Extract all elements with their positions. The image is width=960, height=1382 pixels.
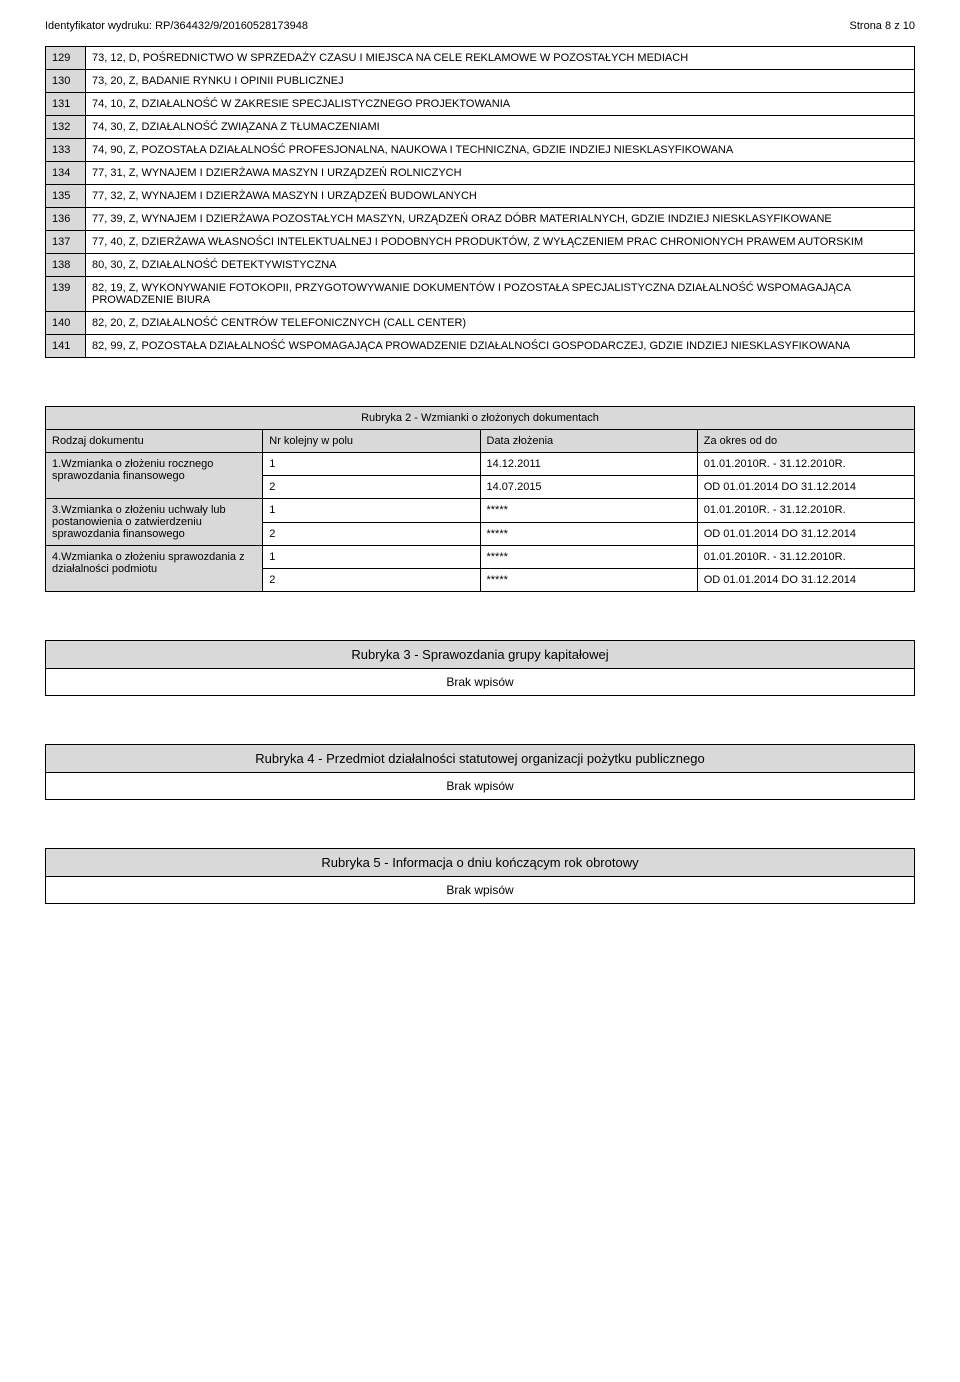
activity-number: 141 xyxy=(46,335,86,358)
activity-row: 13577, 32, Z, WYNAJEM I DZIERŻAWA MASZYN… xyxy=(46,185,915,208)
rubryka2-row: 1.Wzmianka o złożeniu rocznego sprawozda… xyxy=(46,453,915,476)
activity-row: 12973, 12, D, POŚREDNICTWO W SPRZEDAŻY C… xyxy=(46,47,915,70)
rubryka2-title: Rubryka 2 - Wzmianki o złożonych dokumen… xyxy=(46,407,915,430)
activity-number: 135 xyxy=(46,185,86,208)
rubryka2-nr: 1 xyxy=(263,453,480,476)
activity-text: 82, 99, Z, POZOSTAŁA DZIAŁALNOŚĆ WSPOMAG… xyxy=(86,335,915,358)
activity-text: 77, 39, Z, WYNAJEM I DZIERŻAWA POZOSTAŁY… xyxy=(86,208,915,231)
activity-text: 73, 20, Z, BADANIE RYNKU I OPINII PUBLIC… xyxy=(86,70,915,93)
activity-row: 13073, 20, Z, BADANIE RYNKU I OPINII PUB… xyxy=(46,70,915,93)
rubryka2-period: 01.01.2010R. - 31.12.2010R. xyxy=(697,546,914,569)
page-number: Strona 8 z 10 xyxy=(850,20,915,32)
activity-number: 137 xyxy=(46,231,86,254)
activity-row: 13477, 31, Z, WYNAJEM I DZIERŻAWA MASZYN… xyxy=(46,162,915,185)
rubryka2-date: ***** xyxy=(480,546,697,569)
rubryka2-group-label: 3.Wzmianka o złożeniu uchwały lub postan… xyxy=(46,499,263,546)
rubryka2-col3-header: Data złożenia xyxy=(480,430,697,453)
rubryka2-nr: 1 xyxy=(263,499,480,523)
activity-number: 133 xyxy=(46,139,86,162)
activity-number: 140 xyxy=(46,312,86,335)
rubryka2-col2-header: Nr kolejny w polu xyxy=(263,430,480,453)
activity-text: 74, 90, Z, POZOSTAŁA DZIAŁALNOŚĆ PROFESJ… xyxy=(86,139,915,162)
rubryka2-date: 14.12.2011 xyxy=(480,453,697,476)
activity-row: 13880, 30, Z, DZIAŁALNOŚĆ DETEKTYWISTYCZ… xyxy=(46,254,915,277)
rubryka2-period: OD 01.01.2014 DO 31.12.2014 xyxy=(697,569,914,592)
rubryka4-empty: Brak wpisów xyxy=(45,773,915,800)
activity-number: 130 xyxy=(46,70,86,93)
activity-text: 77, 32, Z, WYNAJEM I DZIERŻAWA MASZYN I … xyxy=(86,185,915,208)
print-id-value: RP/364432/9/20160528173948 xyxy=(155,20,308,32)
rubryka2-date: ***** xyxy=(480,569,697,592)
rubryka2-period: OD 01.01.2014 DO 31.12.2014 xyxy=(697,522,914,546)
rubryka2-table: Rubryka 2 - Wzmianki o złożonych dokumen… xyxy=(45,406,915,592)
page: Identyfikator wydruku: RP/364432/9/20160… xyxy=(0,0,960,944)
activity-row: 14082, 20, Z, DZIAŁALNOŚĆ CENTRÓW TELEFO… xyxy=(46,312,915,335)
rubryka2-nr: 2 xyxy=(263,522,480,546)
activities-table: 12973, 12, D, POŚREDNICTWO W SPRZEDAŻY C… xyxy=(45,46,915,358)
print-id: Identyfikator wydruku: RP/364432/9/20160… xyxy=(45,20,308,32)
page-header: Identyfikator wydruku: RP/364432/9/20160… xyxy=(45,20,915,32)
rubryka2-group-label: 1.Wzmianka o złożeniu rocznego sprawozda… xyxy=(46,453,263,499)
rubryka2-col1-header: Rodzaj dokumentu xyxy=(46,430,263,453)
rubryka5-title: Rubryka 5 - Informacja o dniu kończącym … xyxy=(45,848,915,877)
activity-text: 82, 19, Z, WYKONYWANIE FOTOKOPII, PRZYGO… xyxy=(86,277,915,312)
activity-number: 139 xyxy=(46,277,86,312)
activity-number: 129 xyxy=(46,47,86,70)
rubryka2-date: ***** xyxy=(480,499,697,523)
activity-text: 77, 31, Z, WYNAJEM I DZIERŻAWA MASZYN I … xyxy=(86,162,915,185)
activity-number: 131 xyxy=(46,93,86,116)
rubryka2-group-label: 4.Wzmianka o złożeniu sprawozdania z dzi… xyxy=(46,546,263,592)
activity-number: 134 xyxy=(46,162,86,185)
rubryka5-empty: Brak wpisów xyxy=(45,877,915,904)
activity-row: 13982, 19, Z, WYKONYWANIE FOTOKOPII, PRZ… xyxy=(46,277,915,312)
activity-number: 132 xyxy=(46,116,86,139)
print-id-label: Identyfikator wydruku: xyxy=(45,20,152,32)
activity-text: 82, 20, Z, DZIAŁALNOŚĆ CENTRÓW TELEFONIC… xyxy=(86,312,915,335)
activity-text: 74, 10, Z, DZIAŁALNOŚĆ W ZAKRESIE SPECJA… xyxy=(86,93,915,116)
activity-row: 13274, 30, Z, DZIAŁALNOŚĆ ZWIĄZANA Z TŁU… xyxy=(46,116,915,139)
rubryka2-col4-header: Za okres od do xyxy=(697,430,914,453)
rubryka2-period: OD 01.01.2014 DO 31.12.2014 xyxy=(697,476,914,499)
rubryka2-nr: 1 xyxy=(263,546,480,569)
activity-text: 73, 12, D, POŚREDNICTWO W SPRZEDAŻY CZAS… xyxy=(86,47,915,70)
rubryka2-row: 4.Wzmianka o złożeniu sprawozdania z dzi… xyxy=(46,546,915,569)
rubryka2-row: 3.Wzmianka o złożeniu uchwały lub postan… xyxy=(46,499,915,523)
rubryka2-date: ***** xyxy=(480,522,697,546)
activity-number: 136 xyxy=(46,208,86,231)
rubryka2-nr: 2 xyxy=(263,476,480,499)
rubryka2-nr: 2 xyxy=(263,569,480,592)
rubryka3-title: Rubryka 3 - Sprawozdania grupy kapitałow… xyxy=(45,640,915,669)
activity-row: 13374, 90, Z, POZOSTAŁA DZIAŁALNOŚĆ PROF… xyxy=(46,139,915,162)
activity-row: 13777, 40, Z, DZIERŻAWA WŁASNOŚCI INTELE… xyxy=(46,231,915,254)
rubryka4-title: Rubryka 4 - Przedmiot działalności statu… xyxy=(45,744,915,773)
activity-number: 138 xyxy=(46,254,86,277)
activity-text: 74, 30, Z, DZIAŁALNOŚĆ ZWIĄZANA Z TŁUMAC… xyxy=(86,116,915,139)
activity-row: 14182, 99, Z, POZOSTAŁA DZIAŁALNOŚĆ WSPO… xyxy=(46,335,915,358)
activity-row: 13677, 39, Z, WYNAJEM I DZIERŻAWA POZOST… xyxy=(46,208,915,231)
rubryka2-period: 01.01.2010R. - 31.12.2010R. xyxy=(697,499,914,523)
rubryka2-period: 01.01.2010R. - 31.12.2010R. xyxy=(697,453,914,476)
rubryka2-date: 14.07.2015 xyxy=(480,476,697,499)
rubryka3-empty: Brak wpisów xyxy=(45,669,915,696)
activity-text: 77, 40, Z, DZIERŻAWA WŁASNOŚCI INTELEKTU… xyxy=(86,231,915,254)
activity-row: 13174, 10, Z, DZIAŁALNOŚĆ W ZAKRESIE SPE… xyxy=(46,93,915,116)
activity-text: 80, 30, Z, DZIAŁALNOŚĆ DETEKTYWISTYCZNA xyxy=(86,254,915,277)
